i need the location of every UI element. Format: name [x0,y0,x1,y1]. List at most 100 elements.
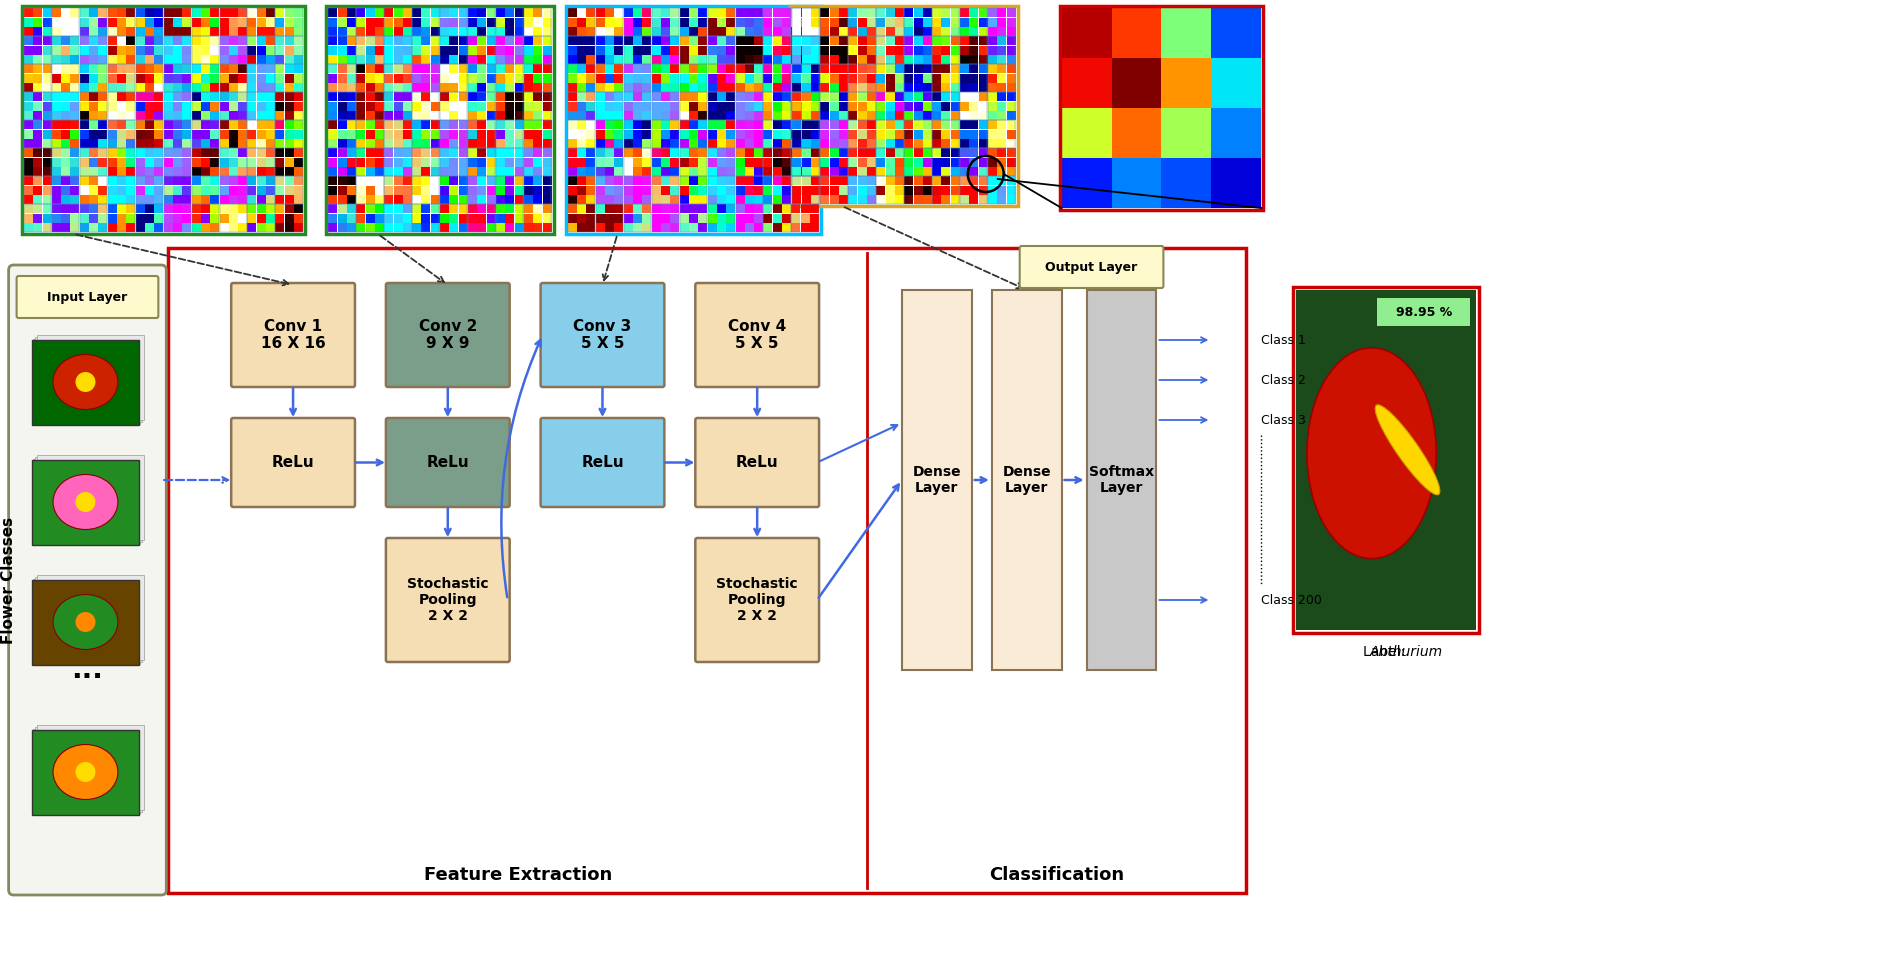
Bar [228,9,238,17]
Bar [988,158,998,166]
Bar [163,176,173,185]
Bar [403,54,412,64]
Bar [568,93,578,101]
Bar [642,139,652,148]
Bar [467,64,496,92]
Bar [458,93,467,101]
Bar [764,148,790,176]
Bar [642,176,652,185]
FancyBboxPatch shape [695,418,819,507]
Bar [118,17,125,27]
Bar [276,176,285,185]
Bar [904,9,931,35]
Bar [247,120,256,129]
Bar [809,158,819,166]
Bar [821,93,830,101]
Bar [524,223,532,232]
Bar [830,101,838,111]
Bar [357,158,365,166]
Bar [42,27,51,36]
Bar [99,27,108,36]
Bar [652,223,661,232]
Bar [534,223,542,232]
Bar [876,167,885,176]
Bar [384,83,393,92]
Bar [25,176,51,204]
Bar [467,120,477,129]
Bar [441,83,448,92]
Bar [154,93,163,101]
Bar [764,120,790,147]
Bar [99,36,108,45]
Bar [587,36,595,45]
Bar [524,74,532,82]
Bar [228,83,238,92]
Bar [764,93,773,101]
Bar [32,27,42,36]
Bar [652,120,661,129]
Bar [467,120,496,147]
Bar [182,54,192,64]
Bar [587,27,595,36]
Bar [51,120,61,129]
Bar [699,74,707,82]
Bar [933,54,940,64]
Bar [256,139,266,148]
Bar [604,158,614,166]
Bar [412,74,422,82]
Bar [25,93,32,101]
Bar [633,185,642,195]
Bar [534,54,542,64]
Bar [412,64,422,74]
Bar [543,176,551,185]
Bar [969,176,978,185]
Bar [578,205,587,213]
Bar [36,575,144,660]
Bar [857,130,866,139]
Bar [70,205,80,213]
Bar [384,36,393,45]
Bar [458,213,467,223]
Bar [220,74,228,82]
Bar [431,111,439,120]
Bar [403,223,412,232]
Bar [988,185,998,195]
Bar [690,148,697,158]
Bar [840,195,847,204]
Bar [800,148,809,158]
Bar [247,148,256,158]
Bar [238,158,247,166]
Bar [384,17,393,27]
Bar [933,9,940,17]
Bar [543,17,551,27]
Bar [348,139,355,148]
Bar [496,83,505,92]
Bar [726,36,735,45]
Bar [914,46,923,54]
Bar [348,120,355,129]
Bar [228,167,238,176]
Bar [642,101,652,111]
Bar [192,139,201,148]
Bar [754,167,764,176]
Bar [467,93,477,101]
Bar [431,93,439,101]
Bar [431,64,439,74]
Bar [384,158,393,166]
Bar [707,54,716,64]
Bar [135,185,144,195]
Bar [614,158,623,166]
Bar [923,93,931,101]
Bar [80,120,106,147]
Bar [904,93,914,101]
Bar [192,213,201,223]
Bar [228,205,238,213]
Bar [524,9,532,17]
Bar [876,120,904,147]
Bar [374,213,384,223]
Bar [365,167,374,176]
Bar [238,36,247,45]
Bar [431,213,439,223]
Bar [978,101,988,111]
Bar [568,223,578,232]
